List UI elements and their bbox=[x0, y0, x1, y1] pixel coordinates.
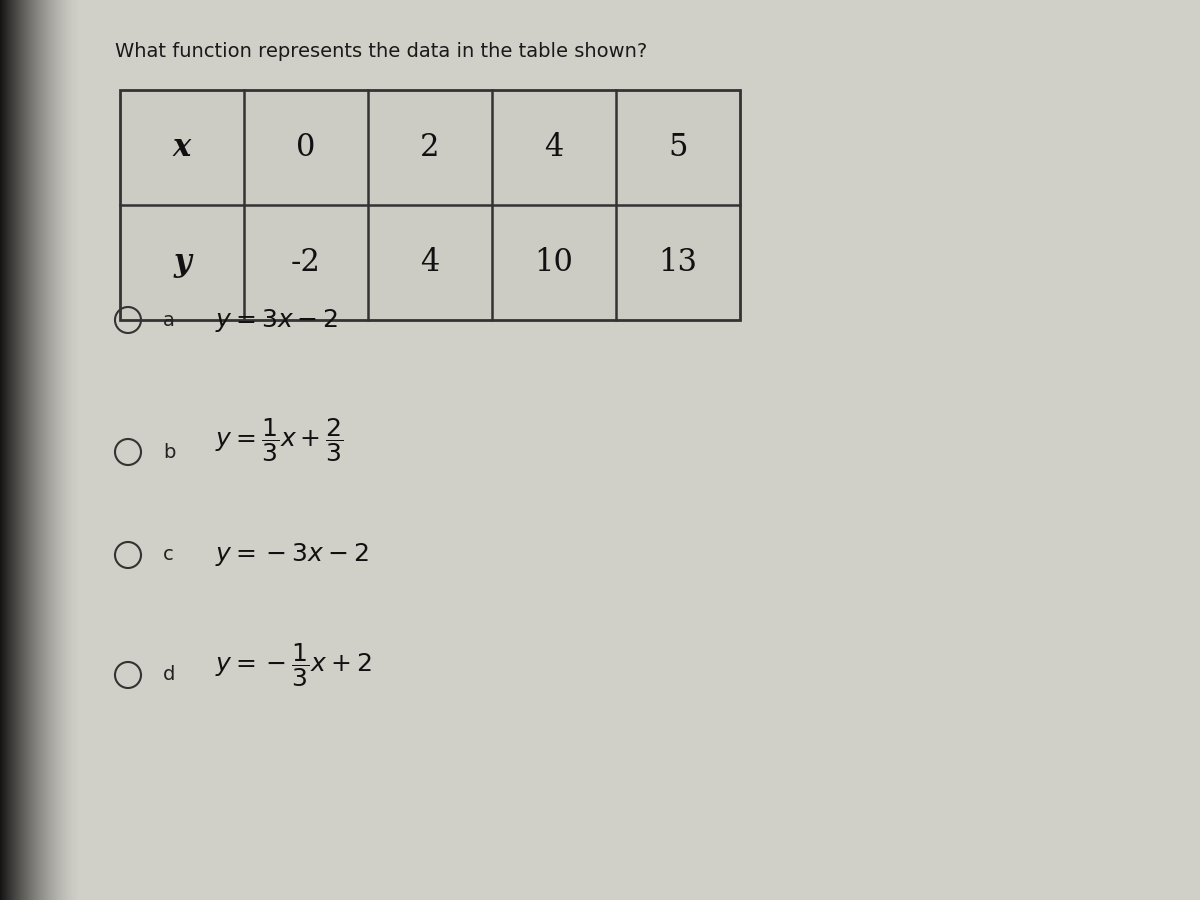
Text: 0: 0 bbox=[296, 132, 316, 163]
Text: y: y bbox=[173, 247, 191, 278]
Text: $y = 3x - 2$: $y = 3x - 2$ bbox=[215, 307, 338, 334]
Bar bbox=[120, 90, 740, 320]
Text: x: x bbox=[173, 132, 191, 163]
Text: 4: 4 bbox=[545, 132, 564, 163]
Bar bbox=[120, 90, 740, 320]
Text: What function represents the data in the table shown?: What function represents the data in the… bbox=[115, 42, 647, 61]
Text: 5: 5 bbox=[668, 132, 688, 163]
Text: 13: 13 bbox=[659, 247, 697, 278]
Text: $y = -\dfrac{1}{3}x + 2$: $y = -\dfrac{1}{3}x + 2$ bbox=[215, 641, 372, 688]
Text: $y = \dfrac{1}{3}x + \dfrac{2}{3}$: $y = \dfrac{1}{3}x + \dfrac{2}{3}$ bbox=[215, 416, 343, 464]
Text: c: c bbox=[163, 545, 174, 564]
Text: a: a bbox=[163, 310, 175, 329]
Text: b: b bbox=[163, 443, 175, 462]
Text: -2: -2 bbox=[292, 247, 320, 278]
Text: 10: 10 bbox=[534, 247, 574, 278]
Text: d: d bbox=[163, 665, 175, 685]
Text: 2: 2 bbox=[420, 132, 439, 163]
Text: 4: 4 bbox=[420, 247, 439, 278]
Text: $y = -3x - 2$: $y = -3x - 2$ bbox=[215, 542, 368, 569]
